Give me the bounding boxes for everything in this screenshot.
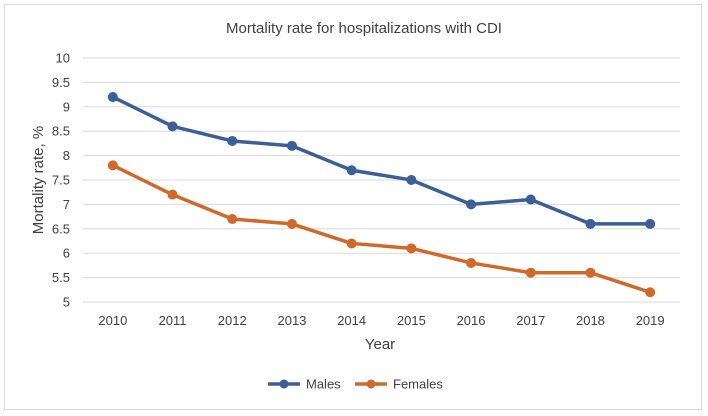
y-tick-label: 5 <box>63 295 70 310</box>
data-point <box>107 92 118 103</box>
series-line <box>112 95 651 226</box>
data-point <box>466 199 477 210</box>
y-tick-label: 7 <box>63 197 70 212</box>
x-tick-label: 2012 <box>218 313 247 328</box>
y-tick-label: 6 <box>63 246 70 261</box>
data-point <box>286 218 297 229</box>
chart-title: Mortality rate for hospitalizations with… <box>226 20 502 37</box>
series-males <box>107 92 656 229</box>
legend-item-females: Females <box>355 377 443 392</box>
data-point <box>466 257 477 268</box>
legend-item-males: Males <box>268 377 341 392</box>
data-point <box>107 160 118 171</box>
data-point <box>167 189 178 200</box>
x-tick-label: 2013 <box>277 313 306 328</box>
x-tick-label: 2014 <box>337 313 366 328</box>
x-tick-label: 2019 <box>636 313 665 328</box>
data-point <box>167 121 178 132</box>
legend-marker <box>279 379 289 389</box>
data-point <box>645 218 656 229</box>
legend-marker <box>366 379 376 389</box>
x-tick-label: 2011 <box>159 313 187 328</box>
data-point <box>645 287 656 298</box>
y-tick-label: 6.5 <box>52 221 70 236</box>
y-axis-title: Mortality rate, % <box>30 126 47 234</box>
chart-frame <box>4 4 702 410</box>
data-point <box>346 238 357 249</box>
series-females <box>107 160 656 298</box>
data-point <box>227 214 238 225</box>
x-tick-label: 2017 <box>516 313 545 328</box>
data-point <box>525 194 536 205</box>
data-point <box>585 267 596 278</box>
series-line <box>112 163 651 294</box>
grid <box>83 57 680 303</box>
y-tick-label: 8 <box>63 148 70 163</box>
y-tick-label: 5.5 <box>52 270 70 285</box>
data-point <box>406 243 417 254</box>
y-tick-label: 8.5 <box>52 124 70 139</box>
y-tick-label: 7.5 <box>52 173 70 188</box>
x-axis-ticks: 2010 2011 2012 2013 2014 2015 2016 2017 2018 2019 <box>98 313 664 328</box>
x-axis-title: Year <box>365 336 395 353</box>
legend-label: Males <box>306 377 341 392</box>
y-tick-label: 10 <box>56 51 70 66</box>
data-point <box>406 175 417 185</box>
x-tick-label: 2018 <box>576 313 605 328</box>
y-tick-label: 9.5 <box>52 75 70 90</box>
data-point <box>585 218 596 229</box>
data-point <box>346 165 357 176</box>
series-layer <box>107 92 656 298</box>
legend-label: Females <box>393 377 443 392</box>
data-point <box>286 140 297 151</box>
x-tick-label: 2015 <box>397 313 426 328</box>
y-tick-label: 9 <box>63 99 70 114</box>
y-axis-ticks: 5 5.5 6 6.5 7 7.5 8 8.5 9 9.5 10 <box>52 51 70 310</box>
data-point <box>525 267 536 278</box>
legend: Males Females <box>268 377 443 392</box>
x-tick-label: 2010 <box>98 313 127 328</box>
x-tick-label: 2016 <box>457 313 486 328</box>
data-point <box>227 135 238 146</box>
